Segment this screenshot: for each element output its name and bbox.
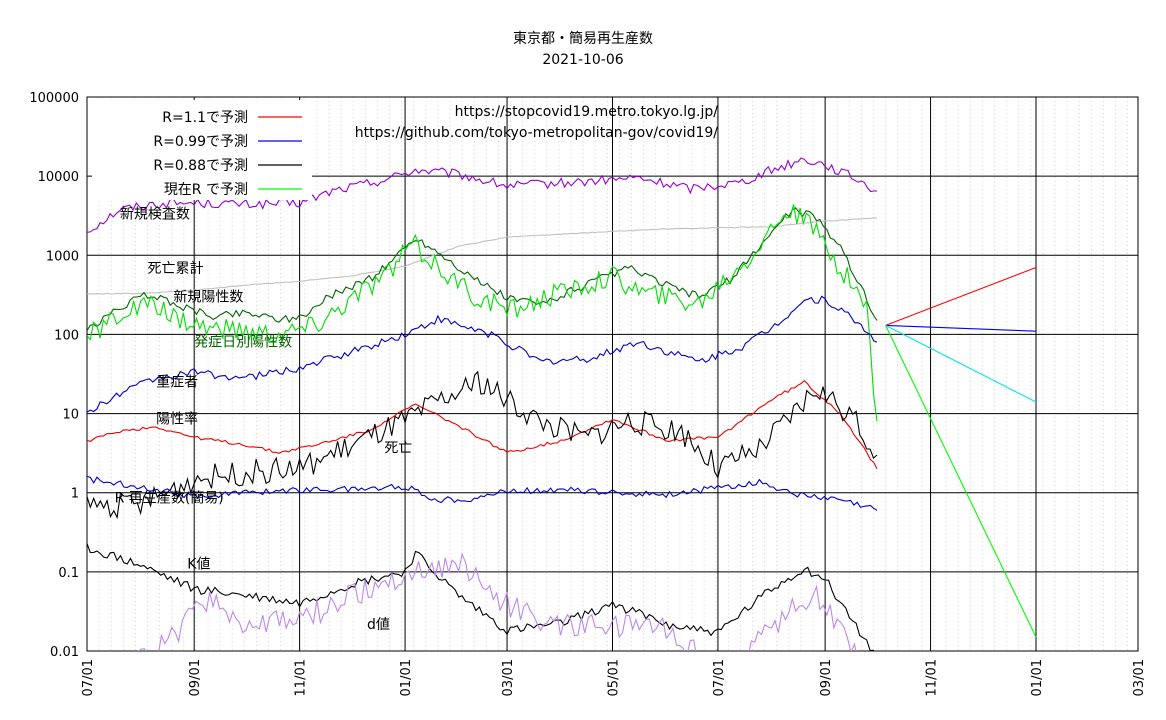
chart-subtitle: 2021-10-06: [542, 52, 624, 68]
series-line-1: [87, 217, 878, 295]
y-tick-label: 0.01: [50, 645, 79, 660]
series-line-8: [87, 543, 875, 651]
series-line-0: [87, 157, 878, 233]
chart-title: 東京都・簡易再生産数: [513, 31, 653, 47]
legend-label: R=1.1で予測: [162, 110, 248, 126]
series-line-5: [87, 379, 878, 470]
x-tick-label: 07/01: [712, 659, 727, 696]
series-label: 死亡: [384, 441, 412, 457]
series-label: R 再生産数(簡易): [115, 491, 224, 507]
url-annotation: https://stopcovid19.metro.tokyo.lg.jp/: [455, 104, 719, 120]
x-tick-label: 09/01: [188, 659, 203, 696]
series-line-11: [885, 324, 1037, 332]
series-line-4: [87, 295, 878, 413]
series-line-2: [87, 207, 878, 331]
series-line-12: [885, 324, 1037, 403]
series-line-13: [885, 325, 1037, 638]
x-tick-label: 03/01: [501, 659, 516, 696]
y-tick-label: 1: [71, 487, 79, 502]
x-tick-label: 01/01: [399, 659, 414, 696]
series-label: d値: [367, 617, 390, 633]
plot-frame: [86, 96, 1139, 652]
legend-label: R=0.99で予測: [153, 134, 248, 150]
y-tick-label: 100: [54, 328, 79, 343]
y-tick-label: 10: [62, 408, 79, 423]
x-tick-label: 07/01: [81, 659, 96, 696]
x-tick-label: 03/01: [1132, 659, 1147, 696]
series-line-10: [885, 266, 1037, 326]
series-label: 新規陽性数: [173, 290, 243, 306]
legend-label: R=0.88で予測: [153, 158, 248, 174]
series-label: 重症者: [156, 374, 198, 390]
series-label: 発症日別陽性数: [194, 335, 292, 351]
y-tick-label: 1000: [46, 249, 79, 264]
y-tick-label: 100000: [29, 91, 79, 106]
y-tick-label: 0.1: [58, 566, 79, 581]
series-label: 新規検査数: [120, 207, 190, 223]
legend-label: 現在R で予測: [164, 182, 248, 198]
x-tick-label: 05/01: [607, 659, 622, 696]
x-tick-label: 01/01: [1030, 659, 1045, 696]
y-tick-label: 10000: [38, 170, 79, 185]
x-tick-label: 11/01: [925, 659, 940, 696]
series-line-7: [87, 475, 878, 511]
series-label: K値: [187, 557, 210, 573]
series-line-3: [87, 204, 878, 422]
series-label: 陽性率: [156, 410, 198, 427]
series-line-9: [137, 552, 857, 651]
series-label: 死亡累計: [148, 261, 204, 277]
url-annotation: https://github.com/tokyo-metropolitan-go…: [355, 125, 719, 141]
x-tick-label: 11/01: [294, 659, 309, 696]
series-line-6: [87, 370, 878, 520]
x-tick-label: 09/01: [819, 659, 834, 696]
